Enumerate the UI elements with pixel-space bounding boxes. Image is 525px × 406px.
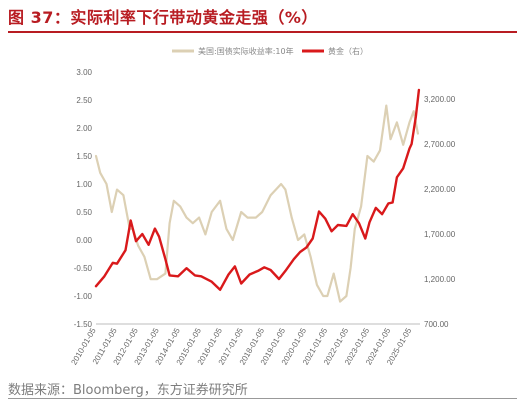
y-left-tick-label: -1.50 — [74, 320, 93, 329]
figure-title: 图 37：实际利率下行带动黄金走强（%） — [8, 8, 318, 27]
y-axis-right: 700.00 1,200.00 1,700.00 2,200.00 2,700.00 3,… — [424, 95, 456, 329]
y-right-tick-label: 700.00 — [424, 320, 449, 329]
y-left-tick-label: 1.00 — [76, 180, 92, 189]
y-right-tick-label: 2,700.00 — [424, 140, 456, 149]
series-line-gold — [94, 88, 421, 291]
y-right-tick-label: 2,200.00 — [424, 185, 456, 194]
bottom-divider — [8, 398, 517, 399]
y-left-tick-label: 1.50 — [76, 152, 92, 161]
source-note: 数据来源：Bloomberg，东方证券研究所 — [8, 383, 248, 398]
title-underline — [8, 31, 517, 33]
y-left-tick-label: 0.00 — [76, 236, 92, 245]
y-right-tick-label: 1,200.00 — [424, 275, 456, 284]
y-left-tick-label: 2.50 — [76, 96, 92, 105]
y-left-tick-label: 3.00 — [76, 68, 92, 77]
y-left-tick-label: 0.50 — [76, 208, 92, 217]
legend: 美国:国债实际收益率:10年 黄金（右） — [172, 46, 368, 56]
legend-label-gold: 黄金（右） — [328, 46, 368, 56]
y-left-tick-label: -0.50 — [74, 264, 93, 273]
y-left-tick-label: -1.00 — [74, 292, 93, 301]
series-layer — [94, 88, 421, 303]
legend-label-real-yield: 美国:国债实际收益率:10年 — [198, 46, 294, 56]
chart: 美国:国债实际收益率:10年 黄金（右） -1.50 -1.00 -0.50 0.00 0… — [69, 46, 456, 366]
y-right-tick-label: 3,200.00 — [424, 95, 456, 104]
y-axis-left: -1.50 -1.00 -0.50 0.00 0.50 1.00 1.50 2.00 2.50 3… — [74, 68, 93, 329]
x-axis: 2010-01-052011-01-052012-01-052013-01-05… — [69, 323, 420, 366]
y-right-tick-label: 1,700.00 — [424, 230, 456, 239]
series-line-real-yield — [94, 104, 419, 303]
y-left-tick-label: 2.00 — [76, 124, 92, 133]
